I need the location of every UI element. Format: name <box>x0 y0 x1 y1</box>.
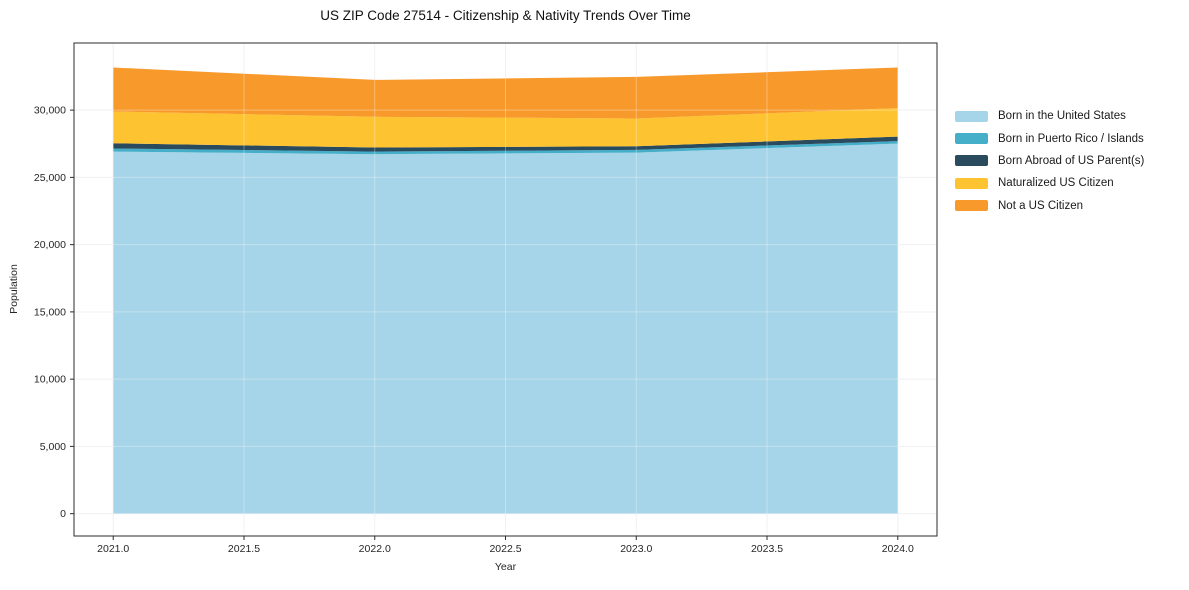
legend-label: Naturalized US Citizen <box>998 177 1114 190</box>
legend-swatch-icon <box>955 155 988 167</box>
legend-swatch-icon <box>955 177 988 189</box>
legend-item-4: Not a US Citizen <box>955 195 1144 217</box>
x-axis-label: Year <box>494 561 517 573</box>
legend-item-2: Born Abroad of US Parent(s) <box>955 150 1144 172</box>
legend-item-1: Born in Puerto Rico / Islands <box>955 127 1144 149</box>
area-series-2 <box>113 136 898 152</box>
y-tick-label: 25,000 <box>34 172 66 184</box>
legend-label: Born Abroad of US Parent(s) <box>998 154 1145 167</box>
legend-item-3: Naturalized US Citizen <box>955 172 1144 194</box>
y-tick-label: 0 <box>60 508 66 520</box>
y-tick-label: 15,000 <box>34 306 66 318</box>
legend-label: Not a US Citizen <box>998 199 1084 212</box>
area-series-4 <box>113 67 898 119</box>
x-tick-label: 2022.5 <box>489 543 521 555</box>
x-tick-label: 2023.5 <box>751 543 783 555</box>
legend-swatch-icon <box>955 200 988 212</box>
area-series-0 <box>113 143 898 514</box>
x-tick-label: 2023.0 <box>620 543 652 555</box>
legend-swatch-icon <box>955 110 988 122</box>
y-tick-label: 20,000 <box>34 239 66 251</box>
area-series-1 <box>113 141 898 155</box>
legend: Born in the United States Born in Puerto … <box>955 105 1144 217</box>
area-series-3 <box>113 108 898 148</box>
x-tick-label: 2021.0 <box>97 543 129 555</box>
legend-item-0: Born in the United States <box>955 105 1144 127</box>
x-tick-label: 2024.0 <box>882 543 914 555</box>
y-tick-label: 5,000 <box>40 441 66 453</box>
legend-label: Born in the United States <box>998 110 1126 123</box>
y-tick-label: 30,000 <box>34 105 66 117</box>
legend-label: Born in Puerto Rico / Islands <box>998 132 1144 145</box>
x-tick-label: 2021.5 <box>228 543 260 555</box>
y-axis-label: Population <box>8 264 20 314</box>
y-tick-label: 10,000 <box>34 374 66 386</box>
x-tick-label: 2022.0 <box>359 543 391 555</box>
legend-swatch-icon <box>955 133 988 145</box>
chart-title: US ZIP Code 27514 - Citizenship & Nativi… <box>320 8 691 23</box>
